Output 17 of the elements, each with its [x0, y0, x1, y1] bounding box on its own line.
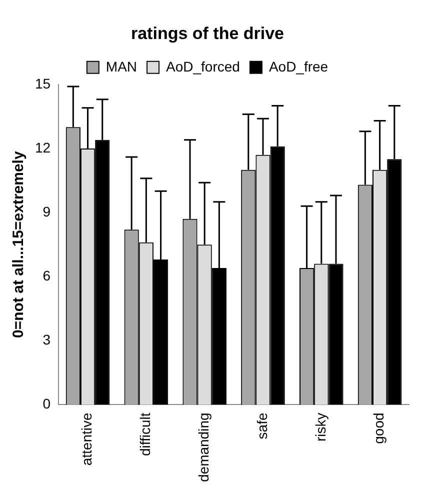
x-tick-label: demanding: [195, 412, 212, 482]
x-tick-label: risky: [312, 412, 328, 442]
y-tick-label: 12: [34, 139, 51, 156]
x-tick-label: good: [370, 412, 387, 444]
x-tick-label: attentive: [78, 412, 95, 466]
x-tick-label: difficult: [137, 412, 154, 456]
legend-label: AoD_free: [268, 58, 328, 74]
y-axis-title: 0=not at all...15=extremely: [10, 150, 28, 338]
y-tick-label: 0: [42, 396, 51, 412]
legend-label: MAN: [106, 58, 138, 74]
legend-label: AoD_forced: [166, 58, 240, 74]
y-tick-label: 3: [42, 332, 51, 348]
x-tick-label: safe: [254, 412, 270, 440]
y-tick-label: 6: [42, 267, 51, 284]
y-tick-label: 15: [34, 75, 51, 92]
y-tick-label: 9: [42, 203, 51, 220]
chart-title: ratings of the drive: [130, 24, 284, 43]
